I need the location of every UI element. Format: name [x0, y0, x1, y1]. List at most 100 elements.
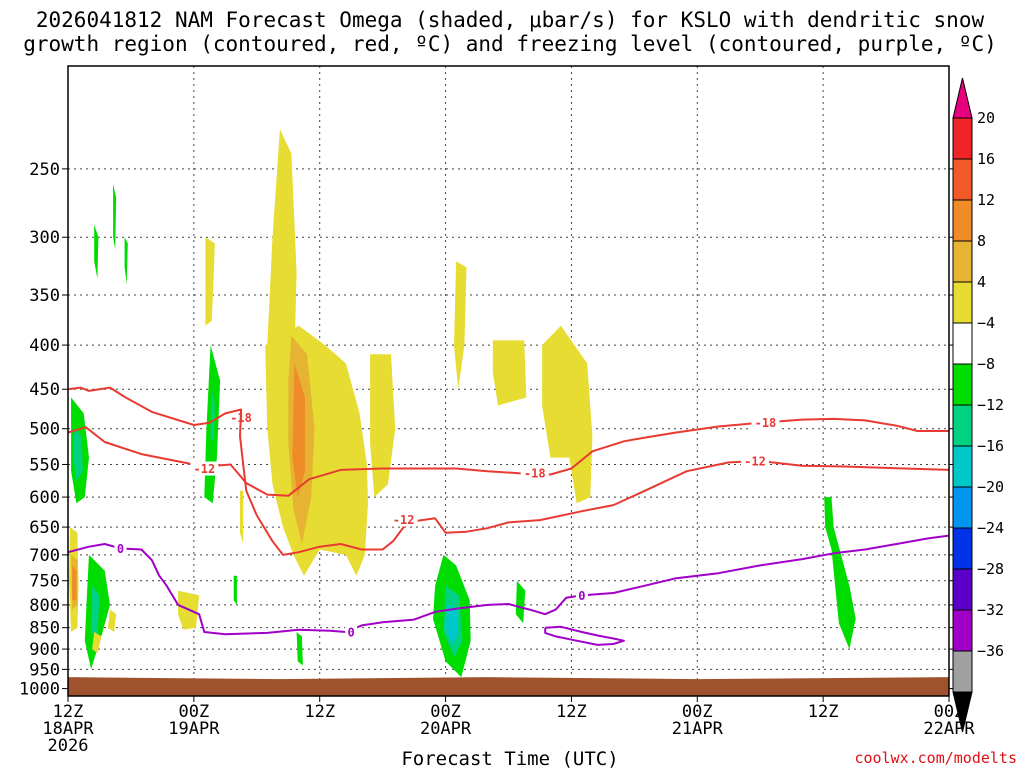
y-tick-label: 800	[29, 596, 60, 616]
contour-label-bg	[114, 541, 127, 556]
colorbar-label: −36	[977, 642, 1004, 660]
omega-region	[72, 565, 77, 601]
colorbar-bin	[952, 650, 973, 693]
y-tick-label: 750	[29, 572, 60, 592]
y-tick-label: 450	[29, 380, 60, 400]
dgz-minus12-label: -12	[744, 455, 766, 469]
y-tick-label: 1000	[19, 680, 60, 700]
dgz-minus12-line	[67, 386, 950, 556]
colorbar-bin	[952, 609, 973, 652]
x-tick-label: 12Z	[53, 702, 84, 722]
colorbar-label: −28	[977, 560, 1004, 578]
contour-label-bg	[740, 454, 769, 469]
x-tick-label: 12Z	[556, 702, 587, 722]
colorbar-label: 16	[977, 150, 995, 168]
omega-region	[492, 340, 527, 406]
omega-region	[113, 183, 117, 250]
colorbar-label: 4	[977, 273, 986, 291]
omega-region	[205, 237, 215, 326]
omega-region	[91, 585, 100, 641]
colorbar-bin	[952, 281, 973, 324]
dgz-minus18-label: -18	[755, 416, 777, 430]
colorbar-label: −16	[977, 437, 1004, 455]
omega-region	[292, 363, 305, 498]
y-tick-label: 300	[29, 228, 60, 248]
ground-terrain	[68, 677, 949, 696]
y-tick-label: 900	[29, 640, 60, 660]
omega-region	[824, 497, 856, 650]
omega-region	[267, 129, 297, 398]
colorbar-bin	[952, 158, 973, 201]
x-tick-label: 12Z	[808, 702, 839, 722]
chart-title-line-2: growth region (contoured, red, ºC) and f…	[23, 32, 997, 56]
colorbar-bin	[952, 404, 973, 447]
omega-region	[94, 224, 99, 279]
omega-region	[445, 604, 459, 645]
colorbar-label: −12	[977, 396, 1004, 414]
y-tick-label: 500	[29, 420, 60, 440]
colorbar-bin	[952, 527, 973, 570]
x-tick-date: 20APR	[420, 719, 472, 739]
colorbar-label: −8	[977, 355, 995, 373]
y-tick-label: 850	[29, 619, 60, 639]
y-tick-label: 700	[29, 546, 60, 566]
contour-label-bg	[190, 461, 219, 476]
x-tick-date: 22APR	[923, 719, 975, 739]
x-tick-date: 18APR	[42, 719, 94, 739]
contour-label-bg	[389, 512, 418, 527]
x-tick-label: 12Z	[304, 702, 335, 722]
colorbar-label: 12	[977, 191, 995, 209]
omega-region	[124, 237, 128, 285]
y-axis-ticks: 2503003504004505005506006507007508008509…	[19, 160, 955, 700]
colorbar-label: 20	[977, 109, 995, 127]
x-tick-label: 00Z	[178, 702, 209, 722]
omega-region	[240, 490, 244, 544]
colorbar: 20 16 12 8 4 −4 −8 −12 −16 −20 −24 −28 −32 −36	[952, 77, 1004, 733]
colorbar-label: −20	[977, 478, 1004, 496]
colorbar-bin	[952, 117, 973, 160]
omega-region	[296, 632, 303, 666]
colorbar-bin	[952, 199, 973, 242]
y-tick-label: 600	[29, 488, 60, 508]
contour-label-bg	[575, 588, 588, 603]
freezing-level-loop-line	[544, 625, 625, 646]
x-tick-date: 21APR	[672, 719, 724, 739]
y-tick-label: 250	[29, 160, 60, 180]
x-axis-label: Forecast Time (UTC)	[401, 748, 618, 768]
y-tick-label: 400	[29, 336, 60, 356]
x-tick-year: 2026	[48, 736, 89, 756]
dgz-minus12-label: -12	[393, 513, 415, 527]
colorbar-bottom-arrow	[952, 691, 973, 733]
y-tick-label: 650	[29, 518, 60, 538]
x-tick-label: 00Z	[430, 702, 461, 722]
colorbar-bin	[952, 363, 973, 406]
colorbar-label: −24	[977, 519, 1004, 537]
omega-region	[73, 428, 83, 482]
x-tick-date: 19APR	[168, 719, 220, 739]
colorbar-label: 8	[977, 232, 986, 250]
colorbar-bin	[952, 445, 973, 488]
freezing-level-line	[67, 534, 950, 636]
y-tick-label: 550	[29, 455, 60, 475]
colorbar-label: −32	[977, 601, 1004, 619]
freezing-level-label: 0	[578, 589, 585, 603]
omega-region	[454, 261, 467, 390]
colorbar-bin	[952, 486, 973, 529]
omega-region	[210, 389, 215, 444]
omega-region	[370, 354, 396, 498]
contour-label-bg	[345, 625, 358, 640]
contour-label-bg	[520, 466, 549, 481]
colorbar-bin	[952, 240, 973, 283]
credit-link[interactable]: coolwx.com/modelts	[854, 749, 1017, 767]
omega-region	[233, 575, 237, 605]
freezing-level-label: 0	[117, 542, 124, 556]
omega-region	[92, 632, 102, 654]
contour-label-bg	[751, 415, 780, 430]
omega-region	[107, 609, 117, 632]
dgz-minus18-label: -18	[524, 467, 546, 481]
y-tick-label: 950	[29, 660, 60, 680]
dgz-minus12-label: -12	[194, 462, 216, 476]
plot-frame	[67, 65, 950, 697]
